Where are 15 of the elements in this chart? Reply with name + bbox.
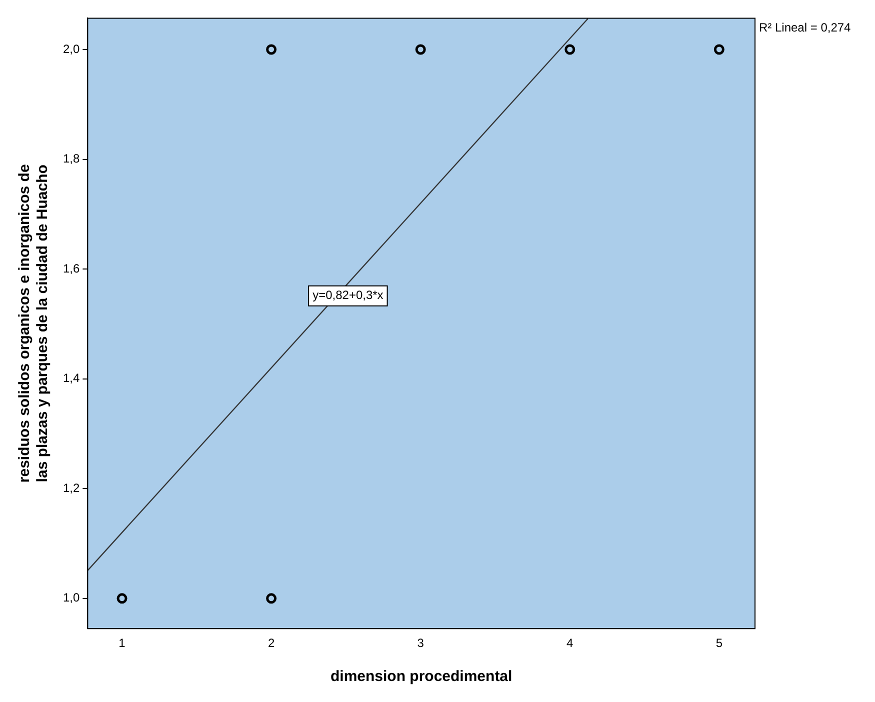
text: R² Lineal = 0,274 (759, 20, 852, 35)
x-axis-title: dimension procedimental (330, 668, 512, 686)
x-tick-label: 4 (566, 636, 574, 650)
y-tick-label: 1,6 (62, 261, 80, 276)
x-tick-label: 3 (417, 636, 424, 650)
annotation: y=0,82+0,3*x (312, 288, 384, 302)
y-tick-label: 1,0 (62, 590, 80, 605)
y-axis-title: residuos solidos organicos e inorganicos de las plazas y parques de la ciudad de Huacho (16, 164, 52, 483)
y-tick-label: 2,0 (62, 42, 80, 56)
x-tick-label: 5 (716, 636, 723, 650)
x-tick-label: 2 (268, 636, 275, 650)
y-tick-label: 1,2 (62, 480, 80, 495)
y-tick-label: 1,8 (62, 152, 80, 166)
x-tick-label: 1 (118, 636, 126, 650)
y-tick-label: 1,4 (62, 371, 80, 386)
